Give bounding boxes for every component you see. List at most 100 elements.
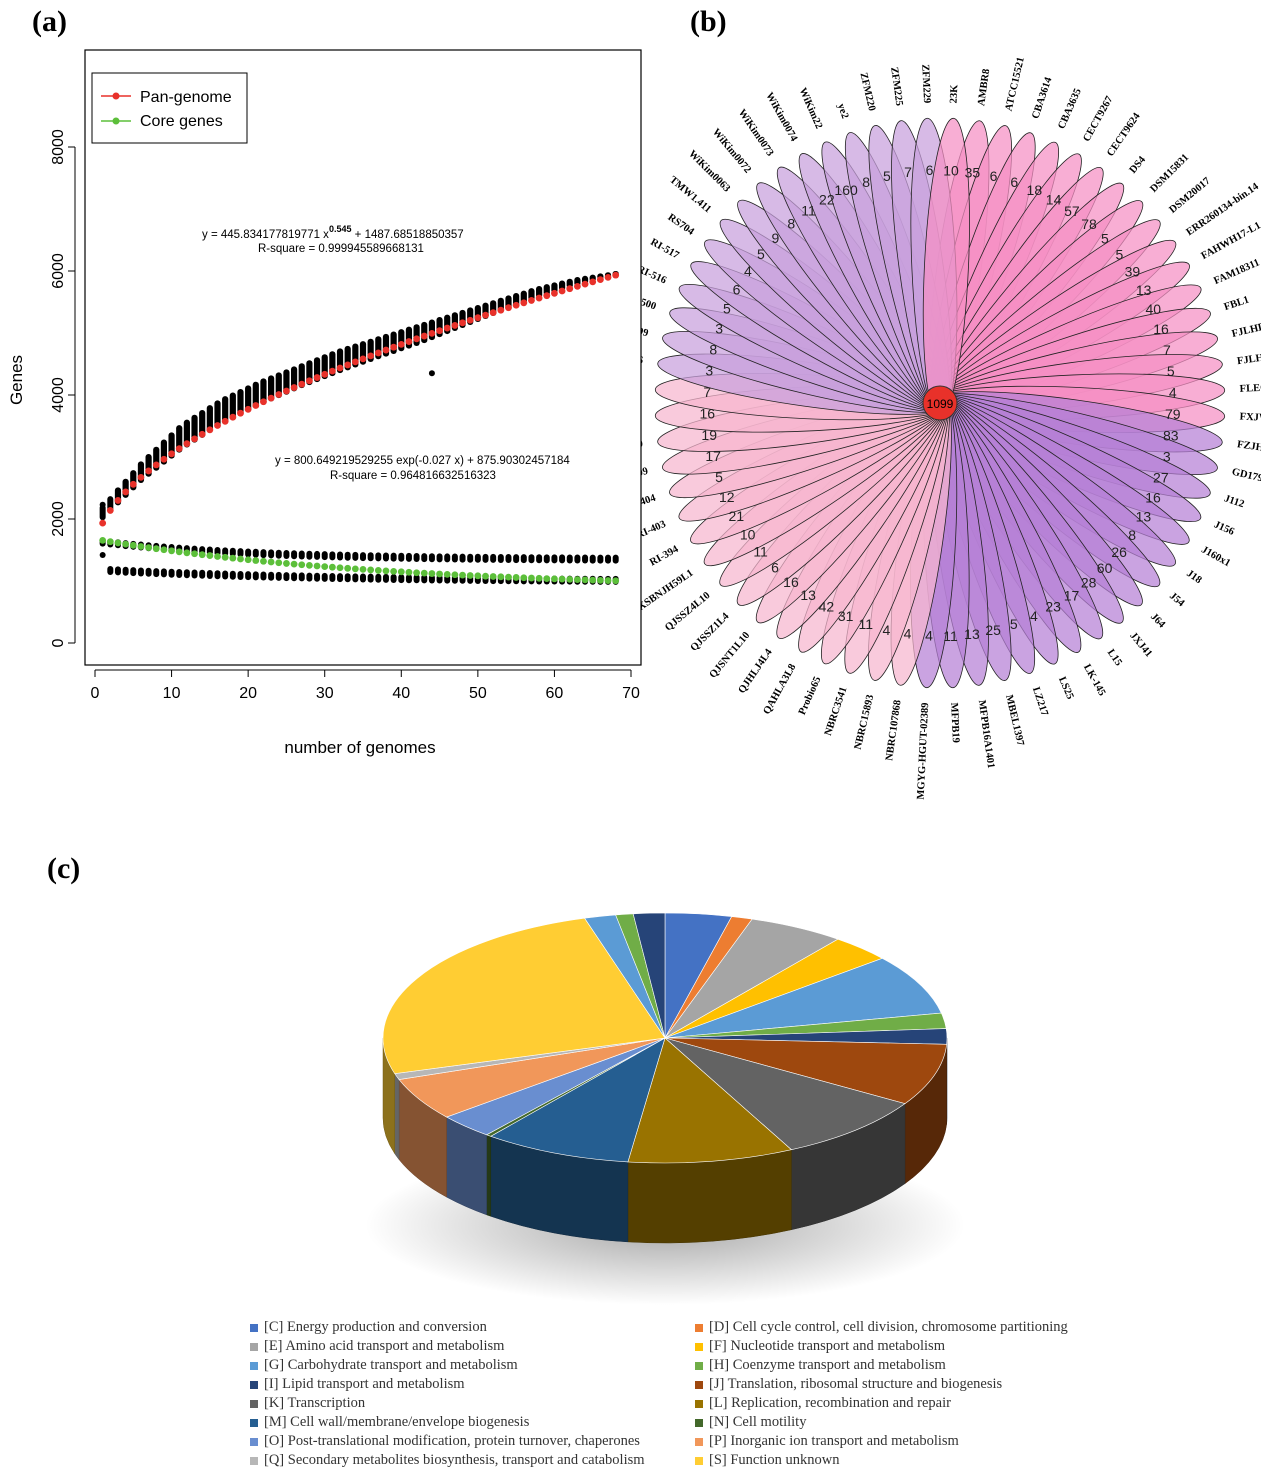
petal-label: MFPB16A1401 [976, 699, 996, 769]
pan-equation: y = 445.834177819771 x0.545 + 1487.68518… [202, 224, 464, 241]
core-genes-point [436, 571, 443, 578]
petal-label: RI-409 [641, 466, 649, 484]
y-tick-label: 4000 [50, 377, 67, 413]
pan-genome-point [559, 288, 566, 295]
legend-swatch [695, 1419, 703, 1427]
petal-label: J156 [1212, 519, 1236, 538]
petal-label: ZFM220 [857, 72, 877, 113]
core-genes-point [451, 571, 458, 578]
core-upper-point [314, 551, 320, 560]
petal-value: 5 [1010, 616, 1018, 632]
petal-value: 13 [964, 626, 980, 642]
core-genes-point [551, 575, 558, 582]
petal-value: 5 [1116, 246, 1124, 262]
core-lower-point [237, 571, 243, 580]
legend-item: [E] Amino acid transport and metabolism [250, 1337, 695, 1356]
core-genes-point [191, 550, 198, 557]
petal-value: 6 [990, 168, 998, 184]
legend-swatch [250, 1438, 258, 1446]
core-genes-point [275, 559, 282, 566]
petal-value: 3 [715, 321, 723, 337]
pan-spread-column [406, 327, 412, 349]
petal-label: RI-403 [641, 519, 668, 542]
petal-label: J54 [1167, 591, 1187, 610]
pan-genome-point [451, 322, 458, 329]
pan-genome-point [229, 414, 236, 421]
petal-value: 3 [705, 363, 713, 379]
core-upper-point [345, 552, 351, 561]
petal-value: 16 [1145, 489, 1161, 505]
legend-label: [H] Coenzyme transport and metabolism [709, 1356, 946, 1375]
core-lower-point [383, 574, 389, 583]
petal-label: RI-496 [641, 351, 644, 366]
core-genes-point [559, 576, 566, 583]
legend-label: [N] Cell motility [709, 1413, 806, 1432]
petal-label: RI-404 [641, 493, 658, 513]
core-genes-point [375, 567, 382, 574]
petal-value: 60 [1097, 560, 1113, 576]
legend-item: [L] Replication, recombination and repai… [695, 1394, 1150, 1413]
pie-side-wall [628, 1150, 792, 1243]
petal-label: 23K [949, 84, 961, 104]
petal-value: 12 [719, 489, 735, 505]
core-genes-point [605, 577, 612, 584]
outlier-point [100, 552, 106, 558]
pan-genome-point [612, 272, 619, 279]
legend-swatch [250, 1324, 258, 1332]
pan-genome-point [383, 347, 390, 354]
legend-swatch [250, 1343, 258, 1351]
petal-label: WiKim0063 [686, 148, 732, 194]
pan-genome-point [605, 274, 612, 281]
core-lower-point [161, 568, 167, 577]
petal-label: JXJ41 [1127, 630, 1154, 659]
core-upper-point [414, 553, 420, 562]
pan-genome-point [467, 317, 474, 324]
petal-label: WiKim0073 [736, 108, 776, 159]
legend-item: [Q] Secondary metabolites biosynthesis, … [250, 1451, 695, 1470]
core-lower-point [375, 574, 381, 583]
core-upper-point [253, 549, 259, 558]
core-count: 1099 [927, 397, 954, 411]
core-genes-point [314, 563, 321, 570]
core-genes-point [543, 575, 550, 582]
legend-item: [J] Translation, ribosomal structure and… [695, 1375, 1150, 1394]
core-genes-point [176, 548, 183, 555]
pan-genome-point [275, 391, 282, 398]
pan-genome-point [153, 462, 160, 469]
y-tick-label: 6000 [50, 253, 67, 289]
petal-value: 5 [723, 301, 731, 317]
legend-item: [N] Cell motility [695, 1413, 1150, 1432]
petal-value: 11 [943, 628, 958, 644]
core-genes-point [138, 543, 145, 550]
legend-label: [S] Function unknown [709, 1451, 840, 1470]
core-genes-point [505, 574, 512, 581]
pan-genome-point [474, 314, 481, 321]
pan-genome-point [252, 402, 259, 409]
petal-label: CECT9267 [1081, 95, 1115, 144]
petal-value: 13 [1136, 509, 1152, 525]
petal-label: DS4 [1128, 154, 1149, 176]
legend-swatch [695, 1438, 703, 1446]
core-genes-point [497, 573, 504, 580]
petal-value: 6 [1010, 174, 1018, 190]
legend-label: [D] Cell cycle control, cell division, c… [709, 1318, 1068, 1337]
core-genes-point [122, 541, 129, 548]
pan-genome-point [314, 374, 321, 381]
petal-label: FXJWS8M1 [1239, 412, 1261, 426]
core-genes-point [153, 545, 160, 552]
petal-value: 78 [1081, 216, 1097, 232]
legend-item: [I] Lipid transport and metabolism [250, 1375, 695, 1394]
petal-value: 6 [926, 162, 934, 178]
core-lower-point [153, 568, 159, 577]
legend-label: [L] Replication, recombination and repai… [709, 1394, 951, 1413]
core-genes-point [566, 576, 573, 583]
core-lower-point [268, 572, 274, 581]
core-genes-point [482, 573, 489, 580]
petal-value: 5 [757, 246, 765, 262]
y-tick-label: 8000 [50, 129, 67, 165]
pan-genome-point [298, 381, 305, 388]
core-genes-point [329, 564, 336, 571]
pan-genome-point [260, 398, 267, 405]
core-upper-point [322, 551, 328, 560]
